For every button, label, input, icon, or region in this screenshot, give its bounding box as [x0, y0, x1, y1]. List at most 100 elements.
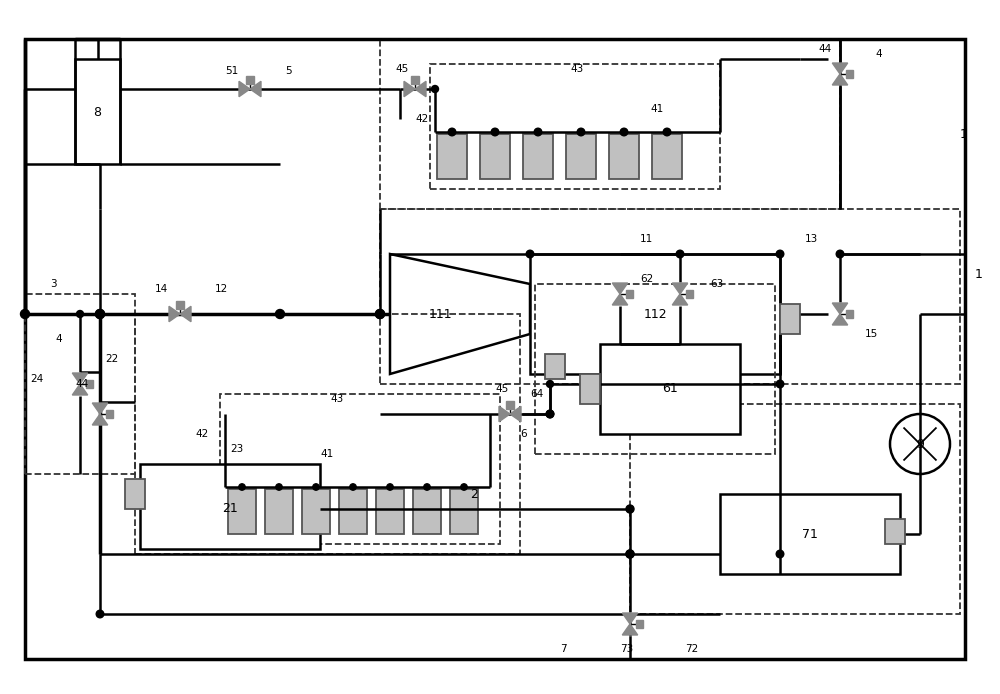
- Polygon shape: [180, 306, 191, 322]
- Bar: [302, 489, 330, 534]
- Text: 7: 7: [560, 644, 567, 654]
- Circle shape: [96, 310, 105, 319]
- Circle shape: [546, 380, 554, 387]
- Text: 44: 44: [75, 379, 88, 389]
- Text: 63: 63: [710, 279, 723, 289]
- Bar: [86, 380, 93, 388]
- Text: 112: 112: [643, 307, 667, 321]
- Bar: [545, 354, 565, 379]
- Polygon shape: [622, 624, 638, 635]
- Bar: [580, 374, 600, 404]
- Circle shape: [77, 310, 84, 317]
- Circle shape: [350, 484, 356, 490]
- Bar: [780, 304, 800, 334]
- Bar: [530, 254, 780, 374]
- Circle shape: [776, 550, 784, 558]
- Polygon shape: [390, 254, 530, 374]
- Polygon shape: [92, 414, 108, 425]
- Text: 4: 4: [875, 49, 882, 59]
- Circle shape: [546, 410, 554, 418]
- Polygon shape: [499, 406, 510, 422]
- Text: 1: 1: [960, 128, 968, 140]
- Bar: [413, 489, 441, 534]
- Circle shape: [376, 310, 385, 319]
- Bar: [228, 489, 256, 534]
- Text: 11: 11: [640, 234, 653, 244]
- Bar: [246, 76, 254, 83]
- Circle shape: [546, 410, 554, 418]
- Bar: [106, 410, 113, 418]
- Circle shape: [626, 550, 634, 558]
- Bar: [25, 39, 965, 659]
- Polygon shape: [832, 303, 848, 314]
- Bar: [220, 394, 500, 544]
- Bar: [609, 134, 639, 179]
- Text: 42: 42: [195, 429, 208, 439]
- Text: 51: 51: [225, 66, 238, 76]
- Circle shape: [626, 550, 634, 558]
- Text: 61: 61: [662, 382, 678, 396]
- Bar: [430, 64, 720, 189]
- Bar: [636, 620, 643, 628]
- Polygon shape: [832, 63, 848, 74]
- Polygon shape: [832, 74, 848, 85]
- Text: 2: 2: [470, 487, 478, 500]
- Text: 45: 45: [395, 64, 408, 74]
- Bar: [630, 404, 960, 614]
- Circle shape: [626, 505, 634, 513]
- Bar: [535, 284, 775, 454]
- Polygon shape: [415, 81, 426, 96]
- Circle shape: [836, 251, 844, 257]
- Bar: [380, 209, 960, 384]
- Circle shape: [21, 310, 30, 319]
- Polygon shape: [72, 384, 88, 395]
- Bar: [885, 519, 905, 544]
- Bar: [720, 494, 900, 574]
- Text: 41: 41: [320, 449, 333, 459]
- Text: 9: 9: [916, 437, 924, 450]
- Polygon shape: [510, 406, 521, 422]
- Circle shape: [776, 380, 784, 388]
- Circle shape: [676, 251, 684, 257]
- Text: 73: 73: [620, 644, 633, 654]
- Polygon shape: [612, 283, 628, 294]
- Bar: [25, 294, 135, 474]
- Bar: [176, 301, 184, 309]
- Bar: [265, 489, 293, 534]
- Bar: [523, 134, 553, 179]
- Polygon shape: [92, 403, 108, 414]
- Text: 43: 43: [330, 394, 343, 404]
- Text: 23: 23: [230, 444, 243, 454]
- Circle shape: [890, 414, 950, 474]
- Polygon shape: [612, 294, 628, 305]
- Text: 72: 72: [685, 644, 698, 654]
- Text: 14: 14: [155, 284, 168, 294]
- Circle shape: [432, 85, 439, 92]
- Text: 12: 12: [215, 284, 228, 294]
- Circle shape: [96, 310, 105, 319]
- Circle shape: [313, 484, 319, 490]
- Circle shape: [448, 128, 456, 136]
- Circle shape: [577, 128, 585, 136]
- Bar: [75, 59, 120, 164]
- Bar: [846, 310, 853, 318]
- Text: 45: 45: [495, 384, 508, 394]
- Bar: [846, 70, 853, 78]
- Text: 15: 15: [865, 329, 878, 339]
- Circle shape: [387, 484, 393, 490]
- Polygon shape: [622, 613, 638, 624]
- Bar: [626, 290, 633, 298]
- Bar: [480, 134, 510, 179]
- Circle shape: [491, 128, 499, 136]
- Bar: [140, 464, 320, 549]
- Text: 62: 62: [640, 274, 653, 284]
- Bar: [125, 479, 145, 509]
- Text: 64: 64: [530, 389, 543, 399]
- Circle shape: [620, 128, 628, 136]
- Circle shape: [376, 310, 385, 319]
- Bar: [652, 134, 682, 179]
- Bar: [339, 489, 367, 534]
- Bar: [600, 344, 740, 434]
- Bar: [380, 39, 840, 209]
- Text: 8: 8: [94, 105, 102, 119]
